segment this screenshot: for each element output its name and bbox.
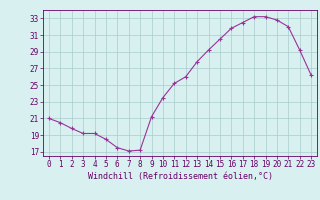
- X-axis label: Windchill (Refroidissement éolien,°C): Windchill (Refroidissement éolien,°C): [87, 172, 273, 181]
